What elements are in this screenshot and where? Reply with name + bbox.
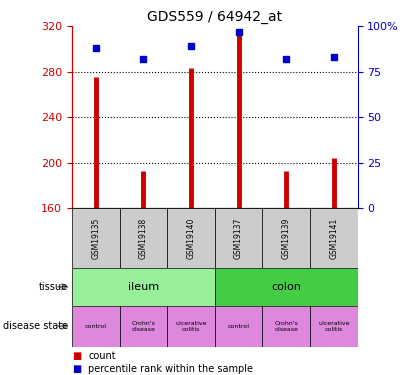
Text: ulcerative
colitis: ulcerative colitis: [318, 321, 349, 332]
Bar: [262, 306, 310, 347]
Bar: [310, 306, 358, 347]
Bar: [72, 268, 215, 306]
Text: colon: colon: [271, 282, 301, 292]
Text: percentile rank within the sample: percentile rank within the sample: [88, 364, 253, 374]
Text: GSM19141: GSM19141: [329, 217, 338, 259]
Text: GSM19139: GSM19139: [282, 217, 291, 259]
Text: ■: ■: [72, 351, 81, 361]
Bar: [215, 208, 262, 268]
Text: ileum: ileum: [128, 282, 159, 292]
Text: control: control: [85, 324, 107, 329]
Text: GSM19140: GSM19140: [187, 217, 196, 259]
Text: tissue: tissue: [39, 282, 68, 292]
Bar: [215, 306, 262, 347]
Text: GSM19137: GSM19137: [234, 217, 243, 259]
Text: Crohn's
disease: Crohn's disease: [132, 321, 155, 332]
Bar: [310, 208, 358, 268]
Bar: [72, 208, 120, 268]
Text: ■: ■: [72, 364, 81, 374]
Bar: [120, 306, 167, 347]
Title: GDS559 / 64942_at: GDS559 / 64942_at: [147, 10, 282, 24]
Text: control: control: [228, 324, 249, 329]
Bar: [215, 268, 358, 306]
Text: GSM19138: GSM19138: [139, 217, 148, 259]
Text: Crohn's
disease: Crohn's disease: [274, 321, 298, 332]
Bar: [262, 208, 310, 268]
Bar: [120, 208, 167, 268]
Text: disease state: disease state: [3, 321, 68, 331]
Bar: [167, 208, 215, 268]
Bar: [167, 306, 215, 347]
Text: GSM19135: GSM19135: [91, 217, 100, 259]
Bar: [72, 306, 120, 347]
Text: ulcerative
colitis: ulcerative colitis: [175, 321, 207, 332]
Text: count: count: [88, 351, 116, 361]
